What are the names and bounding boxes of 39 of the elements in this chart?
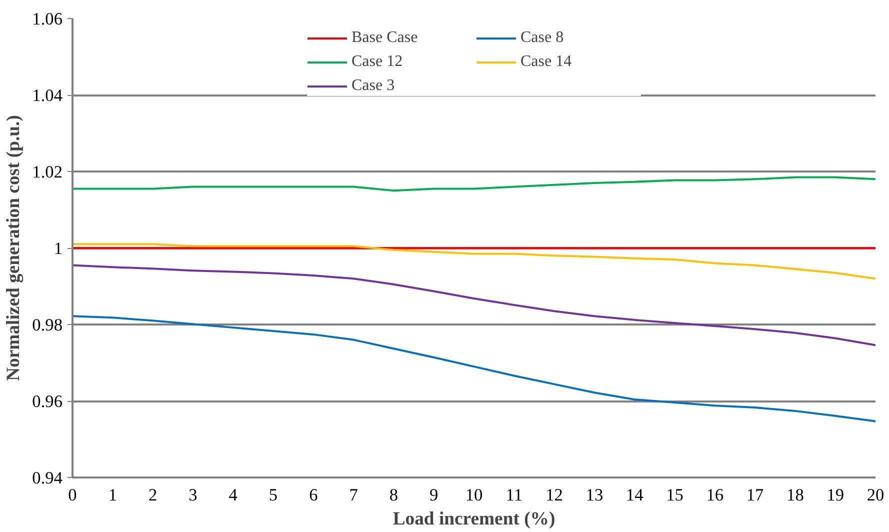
- x-tick-label: 10: [465, 486, 483, 504]
- x-tick-label: 6: [309, 486, 318, 504]
- y-tick-label: 0.98: [32, 316, 63, 334]
- x-tick-label: 16: [706, 486, 724, 504]
- x-tick-label: 15: [666, 486, 684, 504]
- x-tick-label: 18: [786, 486, 804, 504]
- y-tick-label: 1.04: [32, 86, 63, 105]
- x-tick-label: 12: [546, 486, 563, 504]
- x-tick-label: 5: [268, 486, 278, 504]
- y-tick-label: 1: [54, 239, 63, 258]
- x-tick-label: 4: [228, 486, 238, 504]
- x-tick-label: 14: [626, 486, 644, 504]
- y-tick-label: 1.06: [32, 10, 63, 28]
- legend-label: Case 3: [352, 77, 396, 95]
- legend-label: Case 14: [520, 53, 573, 71]
- x-tick-label: 3: [188, 486, 198, 504]
- y-tick-label: 0.94: [32, 468, 63, 488]
- x-tick-label: 20: [866, 486, 884, 504]
- line-series: [72, 243, 876, 280]
- x-tick-label: 7: [349, 486, 358, 504]
- x-tick-label: 8: [389, 486, 398, 504]
- y-tick-label: 0.96: [32, 392, 63, 411]
- x-tick-label: 13: [586, 486, 604, 504]
- x-tick-label: 19: [826, 486, 844, 504]
- x-tick-label: 0: [68, 486, 77, 504]
- line-series: [72, 264, 876, 346]
- line-series: [72, 176, 876, 192]
- x-tick-label: 17: [746, 486, 764, 504]
- legend-label: Base Case: [352, 29, 419, 47]
- y-axis-title: Normalized generation cost (p.u.): [3, 115, 24, 381]
- x-tick-label: 9: [430, 486, 438, 504]
- legend-label: Case 8: [520, 29, 565, 47]
- line-series: [72, 315, 876, 422]
- x-tick-label: 1: [108, 486, 117, 504]
- x-tick-label: 2: [148, 486, 158, 504]
- x-tick-label: 11: [506, 486, 522, 504]
- y-tick-label: 1.02: [32, 162, 63, 182]
- x-axis-title: Load increment (%): [392, 508, 556, 530]
- legend-label: Case 12: [352, 53, 404, 71]
